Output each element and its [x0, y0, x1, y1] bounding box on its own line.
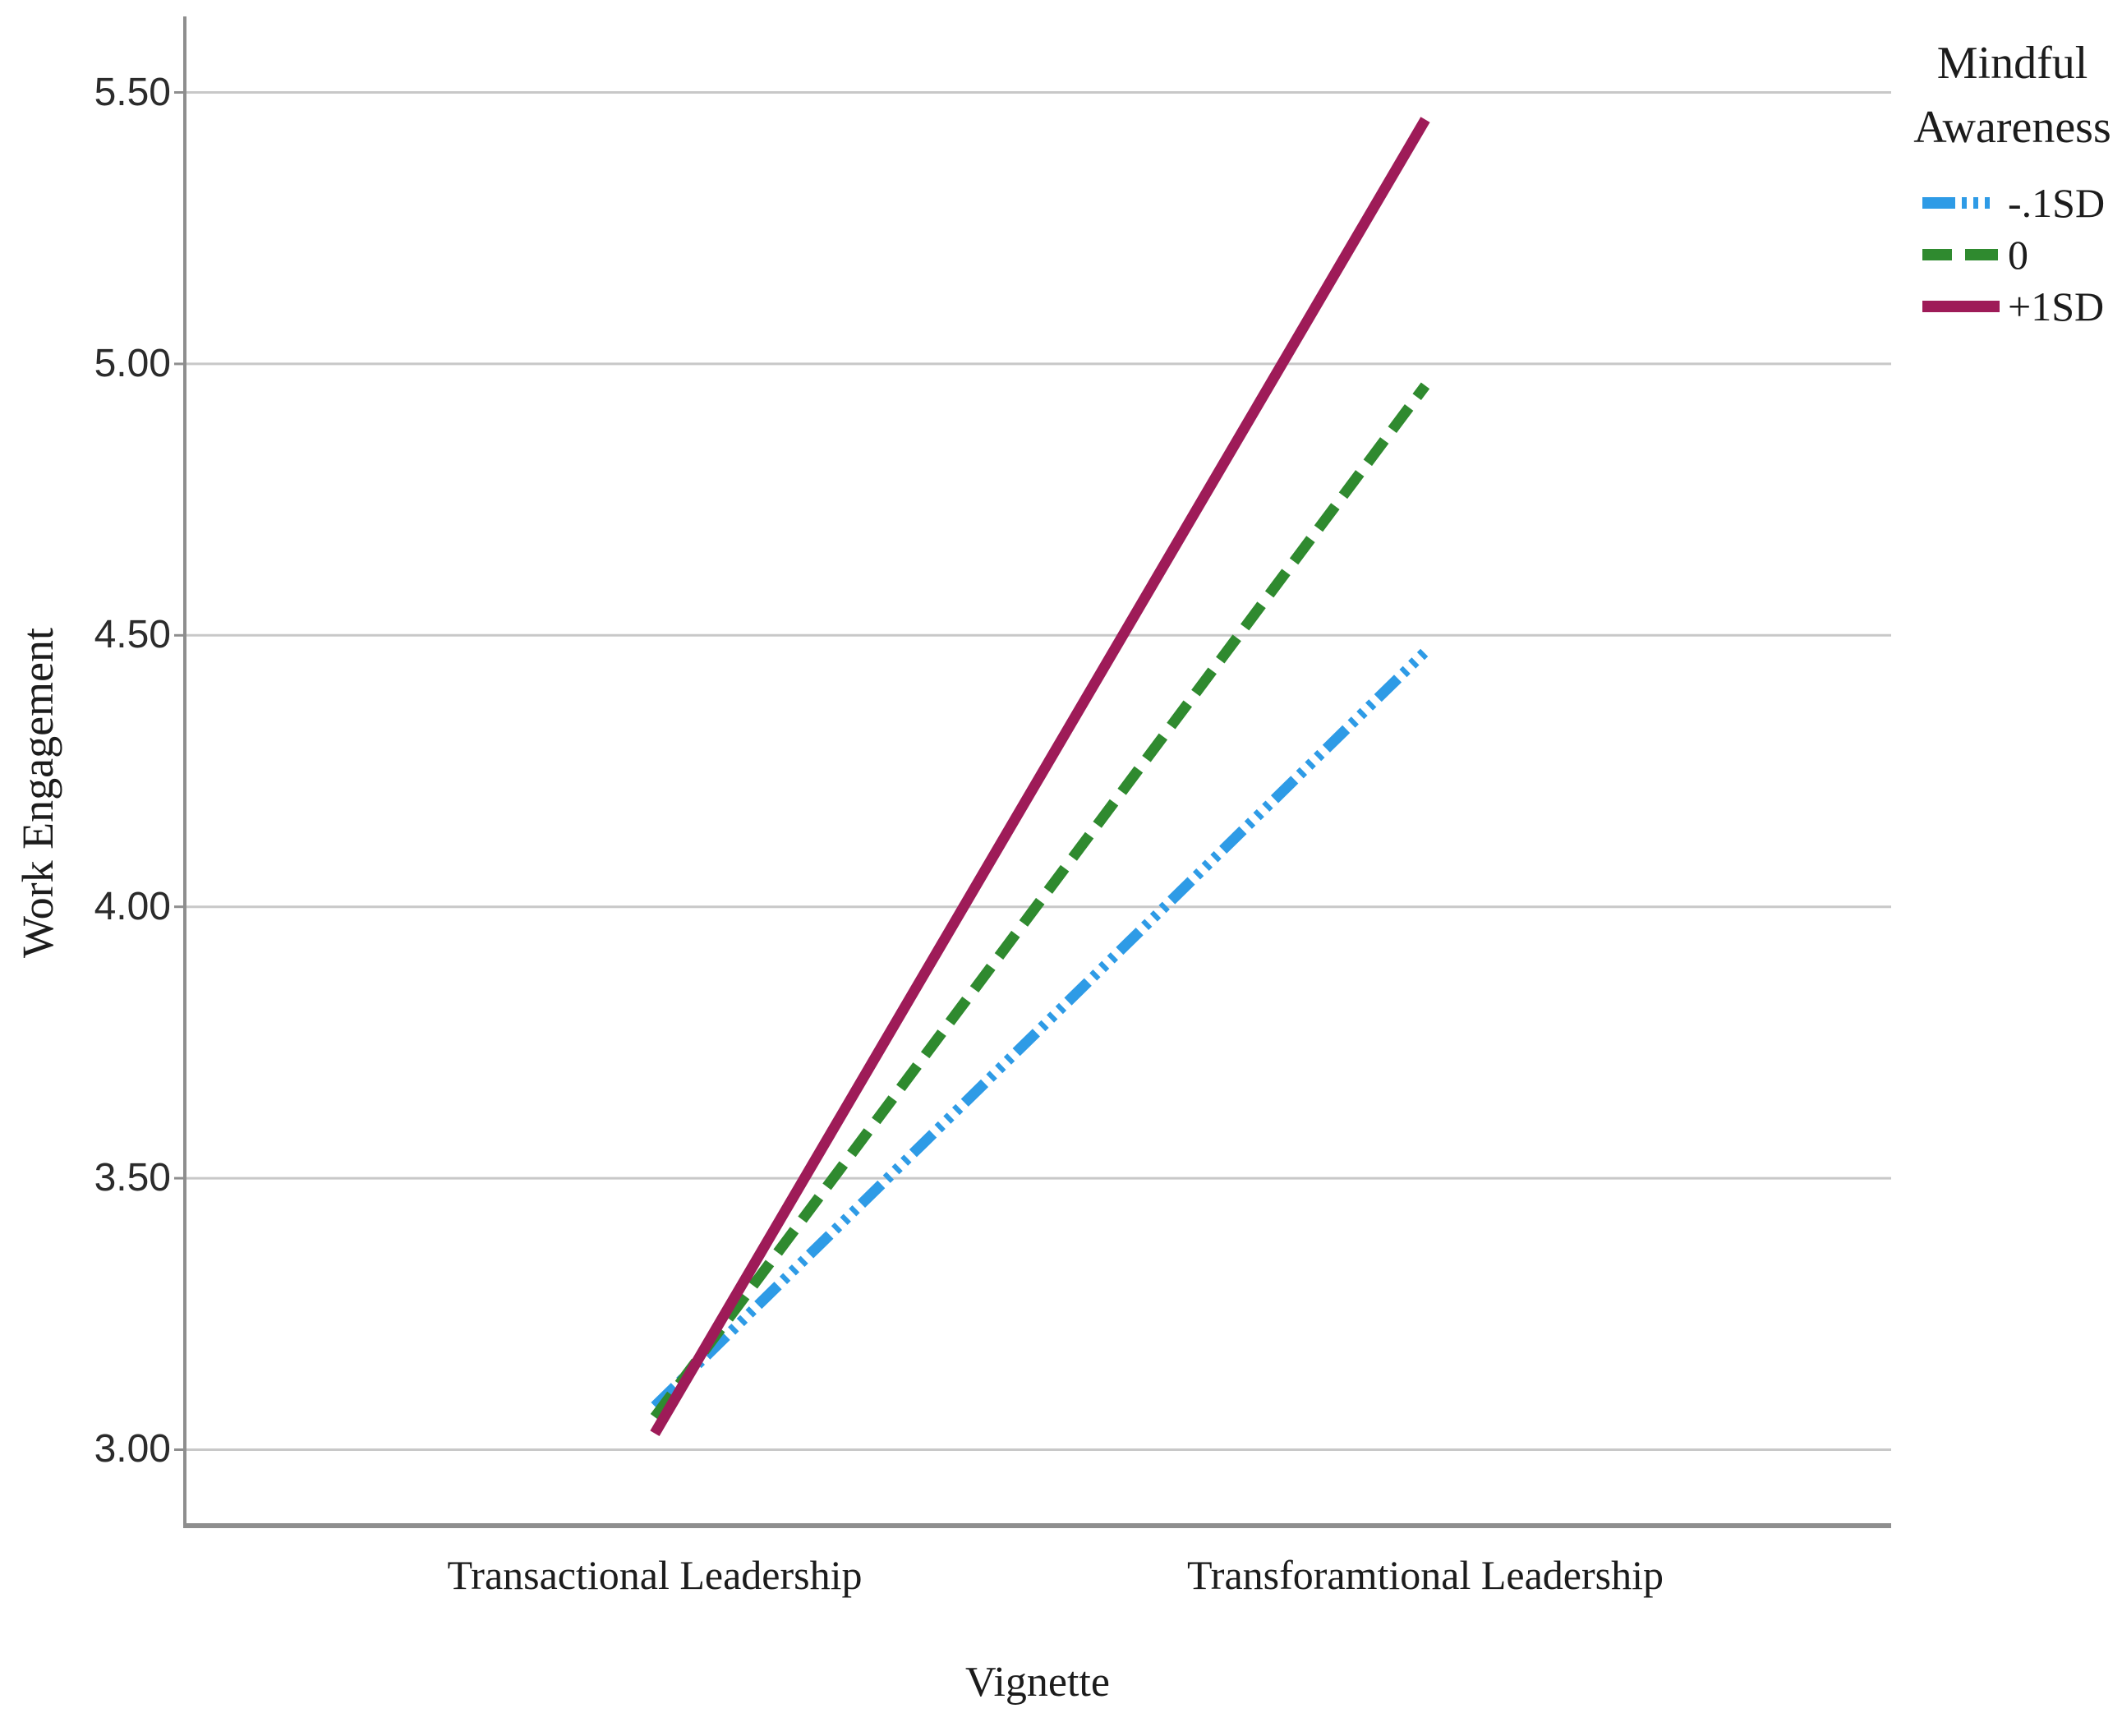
- x-category-label-transactional: Transactional Leadership: [447, 1552, 863, 1598]
- legend-line-sample-maroon: [1922, 301, 2000, 312]
- y-tick-label: 5.00: [94, 341, 171, 385]
- y-tick-label: 4.50: [94, 613, 171, 657]
- y-axis-title: Work Engagement: [13, 627, 62, 959]
- series-line-+1SD: [650, 117, 1430, 1436]
- x-category-label-transformational: Transforamtional Leadership: [1187, 1552, 1664, 1598]
- y-tick-label: 3.50: [94, 1156, 171, 1200]
- legend-item-label: 0: [2008, 232, 2028, 278]
- y-tick-label: 3.00: [94, 1427, 171, 1471]
- y-tick-label: 5.50: [94, 70, 171, 114]
- legend-item-label: -.1SD: [2008, 180, 2106, 226]
- series-line-0: [650, 382, 1430, 1421]
- legend-item-label: +1SD: [2008, 283, 2105, 329]
- x-axis-title: Vignette: [965, 1659, 1110, 1706]
- series-line--.1SD: [651, 647, 1429, 1411]
- y-tick-label: 4.00: [94, 884, 171, 928]
- legend-line-sample-blue: [1922, 197, 2000, 209]
- legend-line-sample-green: [1922, 249, 2000, 260]
- legend-item-plus-1sd: +1SD: [1922, 285, 2104, 328]
- legend-item-minus-1sd: -.1SD: [1922, 182, 2105, 224]
- legend-title: Mindful Awareness: [1913, 38, 2111, 153]
- legend-item-zero: 0: [1922, 233, 2028, 276]
